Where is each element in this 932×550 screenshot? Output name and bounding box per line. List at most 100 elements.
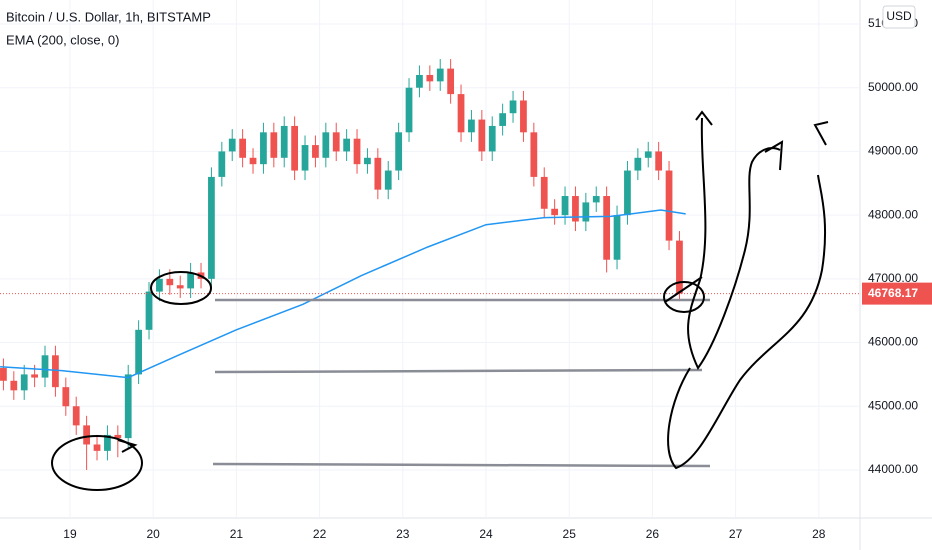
x-tick-label: 26 <box>646 527 660 541</box>
y-tick-label: 44000.00 <box>868 462 918 476</box>
hand-drawings <box>51 110 829 491</box>
candle-body <box>530 132 538 177</box>
candle-body <box>624 170 631 216</box>
candle-body <box>291 125 299 171</box>
x-tick-label: 20 <box>146 527 160 541</box>
candle-body <box>166 278 174 286</box>
candle-body <box>665 170 673 241</box>
y-tick-label: 45000.00 <box>868 398 918 412</box>
candle-body <box>312 145 319 158</box>
arrow-drawing <box>117 439 138 453</box>
candle-body <box>436 68 444 82</box>
last-price-box <box>862 282 932 305</box>
y-tick-label: 47000.00 <box>868 271 918 285</box>
indicator-label: EMA (200, close, 0) <box>6 32 119 47</box>
currency-box[interactable] <box>882 5 916 29</box>
candle-body <box>613 215 621 260</box>
candle-body <box>572 196 579 222</box>
candle-body <box>603 196 611 260</box>
candle-body <box>416 74 423 88</box>
candle-body <box>208 176 215 279</box>
candle-body <box>72 406 80 426</box>
x-tick-label: 23 <box>396 527 410 541</box>
x-tick-label: 19 <box>63 527 77 541</box>
candle-body <box>249 157 257 165</box>
candle-body <box>457 94 465 133</box>
candle-body <box>332 132 340 152</box>
ema-line <box>0 209 686 379</box>
x-tick-label: 28 <box>812 527 826 541</box>
candle-body <box>239 138 247 158</box>
circle-drawing <box>150 271 212 305</box>
candle-body <box>343 138 351 152</box>
support-line <box>212 462 711 468</box>
candle-body <box>447 68 455 95</box>
candle-body <box>561 196 569 216</box>
candle-body <box>280 125 288 158</box>
x-tick-label: 22 <box>313 527 327 541</box>
last-price-label: 46768.17 <box>868 286 918 300</box>
candle-body <box>395 132 403 171</box>
x-tick-label: 27 <box>729 527 743 541</box>
candle-body <box>135 329 142 375</box>
candle-body <box>478 119 486 152</box>
candle-body <box>301 145 309 171</box>
candle-body <box>592 196 600 203</box>
circle-drawing <box>663 281 705 313</box>
candle-body <box>520 100 527 133</box>
candle-body <box>41 355 49 378</box>
circle-drawing <box>51 435 143 491</box>
candle-body <box>93 444 101 451</box>
candle-body <box>218 151 226 177</box>
candle-body <box>364 157 371 165</box>
x-tick-label: 24 <box>479 527 493 541</box>
y-tick-label: 50000.00 <box>868 80 918 94</box>
candle-body <box>322 132 330 158</box>
x-tick-label: 21 <box>230 527 244 541</box>
candle-body <box>114 434 122 439</box>
candle-body <box>644 151 652 158</box>
candle-body <box>228 138 236 152</box>
candle-body <box>52 355 59 388</box>
candle-body <box>426 74 434 82</box>
candle-body <box>551 208 559 216</box>
candle-body <box>124 374 132 439</box>
candle-body <box>582 202 590 222</box>
candle-body <box>104 434 111 451</box>
candle-body <box>20 374 28 391</box>
candle-body <box>62 387 70 407</box>
candle-body <box>509 100 517 114</box>
candle-body <box>176 285 184 289</box>
candle-body <box>10 380 18 391</box>
y-tick-label: 46000.00 <box>868 335 918 349</box>
candle-body <box>31 374 38 378</box>
support-lines <box>212 298 711 468</box>
candle-body <box>676 240 683 294</box>
candle-body <box>540 176 548 209</box>
candle-body <box>260 132 267 165</box>
plot-area <box>0 0 860 518</box>
candle-body <box>655 151 663 171</box>
candle-body <box>156 278 163 292</box>
x-tick-label: 25 <box>563 527 577 541</box>
y-tick-label: 49000.00 <box>868 144 918 158</box>
candle-body <box>488 125 496 152</box>
candle-body <box>468 119 475 133</box>
currency-label[interactable]: USD <box>886 9 912 23</box>
candle-body <box>374 157 382 190</box>
candle-body <box>384 170 392 190</box>
candle-body <box>0 368 7 381</box>
stroke-drawing <box>667 121 829 470</box>
y-tick-label: 48000.00 <box>868 207 918 221</box>
candle-body <box>187 272 195 289</box>
stroke-drawing <box>687 110 784 370</box>
candle-body <box>405 87 413 133</box>
candle-body <box>83 425 90 445</box>
candle-body <box>634 157 642 171</box>
candle-body <box>499 113 507 126</box>
candle-body <box>353 138 361 165</box>
stroke-drawing <box>664 276 703 303</box>
support-line <box>214 368 703 374</box>
chart-title: Bitcoin / U.S. Dollar, 1h, BITSTAMP <box>6 9 211 24</box>
